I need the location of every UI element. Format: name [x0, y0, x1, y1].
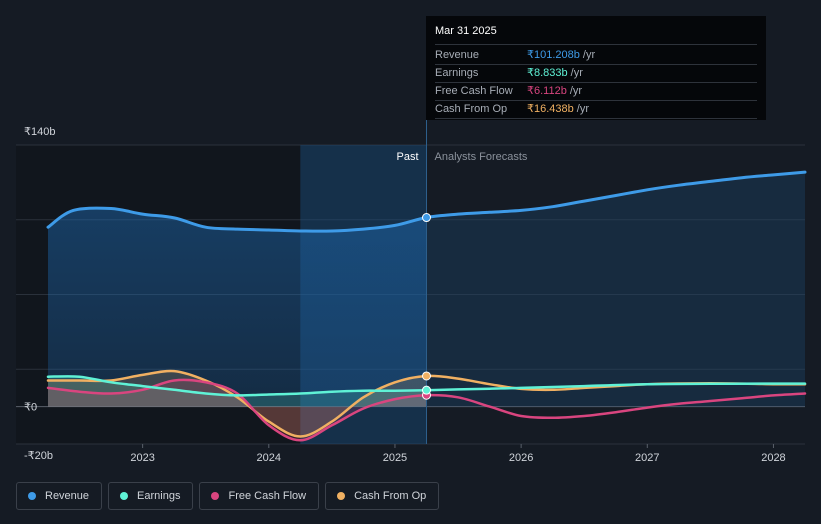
tooltip-label: Earnings [435, 67, 479, 79]
x-tick-label: 2028 [761, 452, 785, 464]
tooltip-row-earnings: Earnings ₹8.833b /yr [435, 65, 757, 83]
x-tick-label: 2025 [383, 452, 407, 464]
revenue-area [48, 208, 427, 407]
tooltip-row-free-cash-flow: Free Cash Flow ₹6.112b /yr [435, 83, 757, 101]
revenue-forecast-area [426, 172, 805, 407]
legend-label: Cash From Op [354, 490, 427, 502]
y-tick-label: ₹140b [24, 126, 55, 138]
past-label: Past [396, 151, 418, 163]
earnings-area [48, 376, 427, 407]
legend-label: Revenue [45, 490, 90, 502]
y-axis: ₹140b ₹0 -₹20b [24, 126, 55, 462]
tooltip-value: ₹8.833b [527, 67, 568, 79]
earnings-line [46, 375, 807, 397]
free-cash-flow-dot-icon [211, 492, 220, 500]
tooltip: Mar 31 2025 Revenue ₹101.208b /yr Earnin… [426, 16, 766, 120]
legend-item-revenue[interactable]: Revenue [16, 482, 103, 510]
tooltip-unit: /yr [582, 49, 596, 61]
x-axis: 2023 2024 2025 2026 2027 2028 [130, 444, 786, 464]
earnings-dot-icon [120, 492, 129, 500]
tooltip-markers [422, 213, 431, 400]
tooltip-unit: /yr [569, 85, 583, 97]
tooltip-label: Free Cash Flow [435, 85, 513, 97]
x-tick-label: 2027 [635, 452, 659, 464]
tooltip-row-revenue: Revenue ₹101.208b /yr [435, 47, 757, 65]
line-chart: ₹140b ₹0 -₹20b 2023 2024 2025 2026 2027 2028 Pa… [16, 16, 807, 464]
y-tick-label: -₹20b [24, 450, 53, 462]
x-tick-label: 2026 [509, 452, 533, 464]
tooltip-unit: /yr [570, 67, 583, 79]
revenue-point [422, 213, 431, 223]
legend-item-cash-from-op[interactable]: Cash From Op [325, 482, 440, 510]
revenue-dot-icon [28, 492, 36, 500]
tooltip-date: Mar 31 2025 [435, 24, 757, 45]
tooltip-label: Revenue [435, 49, 480, 61]
x-tick-label: 2023 [130, 452, 154, 464]
forecast-label: Analysts Forecasts [435, 151, 528, 163]
tooltip-value: ₹16.438b [527, 103, 574, 115]
legend: Revenue Earnings Free Cash Flow Cash Fro… [16, 482, 440, 510]
tooltip-value: ₹6.112b [527, 85, 567, 97]
x-tick-label: 2024 [257, 452, 281, 464]
tooltip-row-cash-from-op: Cash From Op ₹16.438b /yr [435, 101, 757, 119]
tooltip-unit: /yr [576, 103, 589, 115]
legend-label: Earnings [137, 490, 181, 502]
legend-item-earnings[interactable]: Earnings [108, 482, 194, 510]
y-tick-label: ₹0 [24, 402, 37, 414]
tooltip-value: ₹101.208b [527, 49, 580, 61]
legend-item-free-cash-flow[interactable]: Free Cash Flow [199, 482, 320, 510]
earnings-point [422, 385, 431, 395]
tooltip-label: Cash From Op [435, 103, 508, 115]
cash-from-op-dot-icon [337, 492, 346, 500]
legend-label: Free Cash Flow [228, 490, 307, 502]
cash-from-op-point [422, 371, 431, 381]
